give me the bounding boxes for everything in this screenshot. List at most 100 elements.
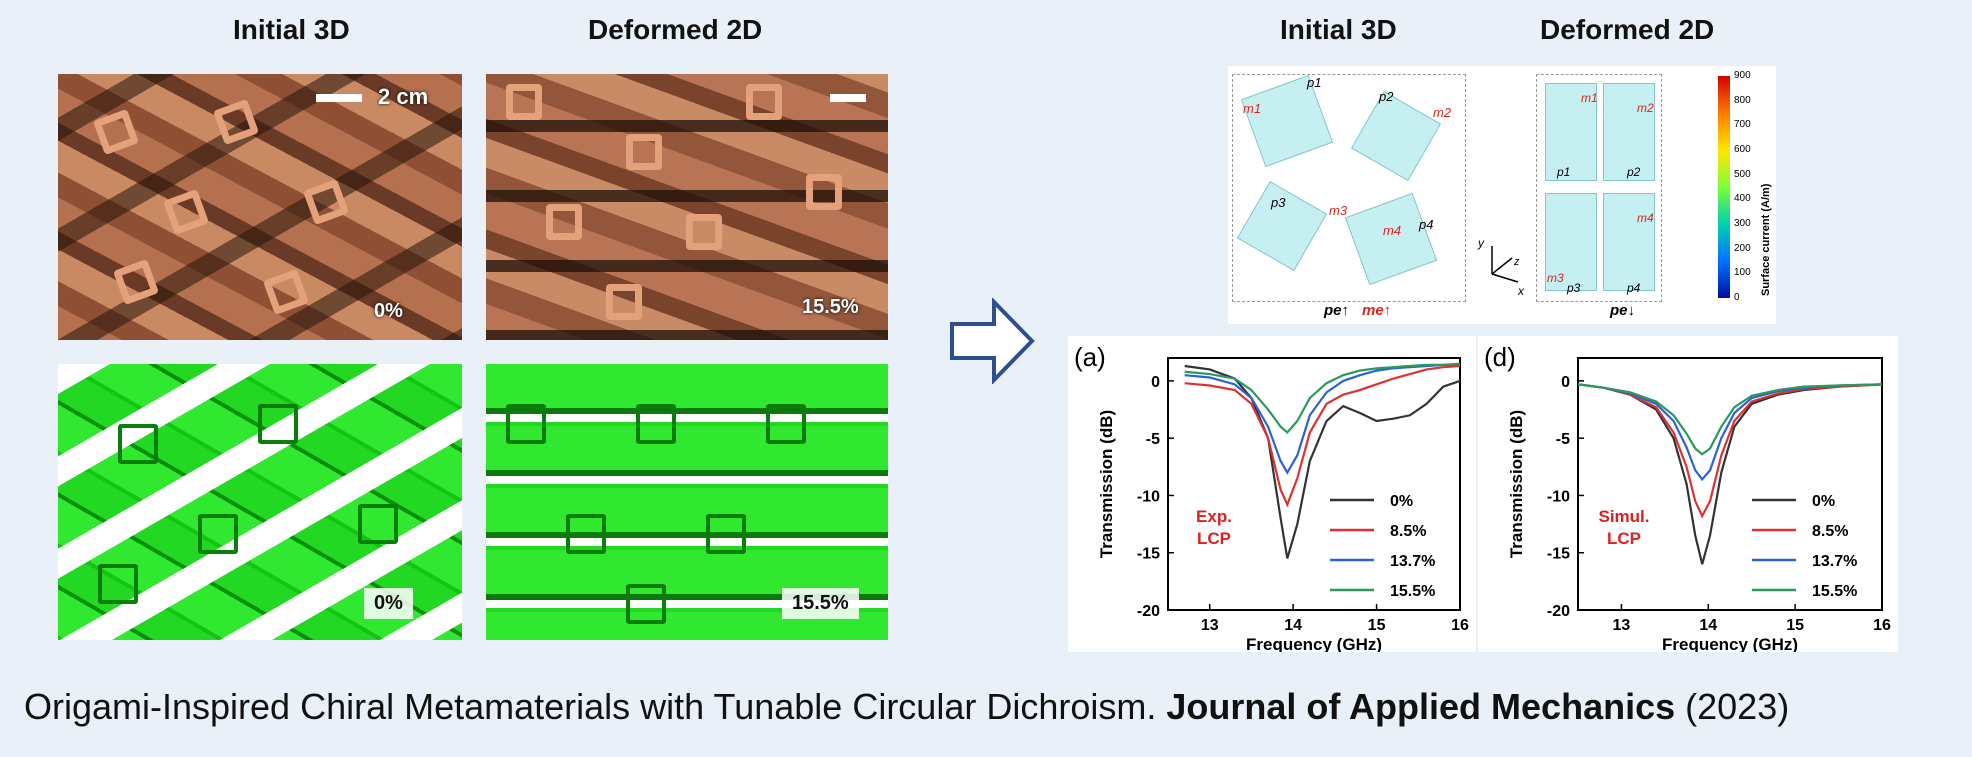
y-tick-label: 0 (1151, 374, 1160, 391)
label-p1: p1 (1307, 75, 1322, 90)
colorbar-tick-label: 500 (1734, 168, 1751, 180)
model-deformed-percent: 15.5% (782, 588, 859, 619)
label-p2-deformed: p2 (1627, 165, 1641, 179)
simulation-initial-3d: p1 m1 p2 m2 p3 m3 p4 m4 (1232, 74, 1466, 302)
left-heading-deformed-2d: Deformed 2D (588, 14, 763, 45)
caption-journal: Journal of Applied Mechanics (1166, 686, 1676, 727)
axis-label-z: z (1514, 256, 1520, 268)
legend-label: 13.7% (1390, 553, 1435, 570)
right-heading-initial-3d: Initial 3D (1280, 14, 1397, 45)
x-axis-label: Frequency (GHz) (1662, 635, 1798, 652)
model-deformed-2d: 15.5% (486, 364, 888, 640)
y-tick-label: -5 (1146, 431, 1160, 448)
figure-caption: Origami-Inspired Chiral Metamaterials wi… (24, 686, 1789, 728)
y-tick-label: -10 (1137, 488, 1160, 505)
panel-label: (a) (1074, 342, 1106, 372)
photo-initial-percent: 0% (374, 300, 403, 322)
split-ring-pattern (566, 514, 606, 554)
y-tick-label: 0 (1561, 374, 1570, 391)
colorbar-tick-label: 200 (1734, 242, 1751, 254)
photo-deformed-2d: 15.5% (486, 74, 888, 340)
label-m2-deformed: m2 (1637, 101, 1654, 115)
legend-label: 15.5% (1390, 583, 1435, 600)
photo-deformed-percent: 15.5% (802, 296, 859, 318)
unit-cell (1603, 193, 1655, 291)
series-line-8-5pct (1184, 364, 1461, 508)
caption-title: Origami-Inspired Chiral Metamaterials wi… (24, 686, 1157, 727)
x-tick-label: 16 (1451, 617, 1469, 634)
plot-frame (1577, 357, 1883, 611)
right-arrow-icon (950, 298, 1035, 384)
y-tick-label: -5 (1556, 431, 1570, 448)
split-ring-pattern (118, 424, 158, 464)
caption-year: (2023) (1685, 686, 1790, 727)
scale-bar (316, 94, 362, 102)
deformed-electric-dipole-label: pe↓ (1610, 302, 1636, 319)
unit-cell (1545, 83, 1597, 181)
split-ring-pattern (98, 564, 138, 604)
annotation-label: Exp. (1196, 507, 1232, 526)
split-ring-resonator (606, 284, 642, 320)
chart-experimental-lcp: (a) 13 14 15 16 0 -5 -10 -15 -20 Frequency (GHz) Tr… (1068, 336, 1476, 654)
split-ring-pattern (706, 514, 746, 554)
x-axis-label: Frequency (GHz) (1246, 635, 1382, 652)
scale-label: 2 cm (378, 84, 429, 109)
unit-cell (1344, 192, 1438, 286)
colorbar-ticks: 900 800 700 600 500 400 300 200 100 0 (1734, 70, 1762, 304)
unit-cell (1350, 90, 1442, 182)
split-ring-pattern (626, 584, 666, 624)
model-initial-3d: 0% (58, 364, 462, 640)
label-p1-deformed: p1 (1557, 165, 1571, 179)
label-m3: m3 (1329, 203, 1348, 218)
split-ring-resonator (262, 268, 310, 316)
unit-cell (1603, 83, 1655, 181)
legend-label: 8.5% (1390, 523, 1426, 540)
label-m4-deformed: m4 (1637, 211, 1654, 225)
y-tick-label: -15 (1137, 546, 1160, 563)
colorbar-tick-label: 300 (1734, 218, 1751, 229)
y-tick-label: -10 (1547, 488, 1570, 505)
photo-initial-3d: 2 cm 0% (58, 74, 462, 340)
x-tick-label: 16 (1873, 617, 1891, 634)
split-ring-resonator (112, 258, 160, 306)
split-ring-resonator (546, 204, 582, 240)
axis-label-y: y (1478, 236, 1484, 250)
split-ring-resonator (212, 98, 260, 146)
series-line-8-5pct (1577, 383, 1883, 519)
colorbar-title: Surface current (A/m) (1760, 183, 1772, 296)
chart-d-svg: (d) 13 14 15 16 0 -5 -10 -15 -20 Frequency (GHz) Tr… (1484, 342, 1891, 654)
annotation-label: Simul. (1598, 507, 1649, 526)
y-axis-label: Transmission (dB) (1507, 410, 1526, 558)
colorbar-tick-label: 600 (1734, 144, 1751, 155)
colorbar-tick-label: 100 (1734, 267, 1751, 279)
x-tick-label: 15 (1368, 617, 1386, 634)
surface-current-simulation: p1 m1 p2 m2 p3 m3 p4 m4 pe↑ me↑ y z x m1… (1228, 66, 1776, 324)
y-tick-label: -20 (1547, 603, 1570, 620)
x-tick-label: 13 (1201, 617, 1219, 634)
colorbar-tick-label: 0 (1734, 292, 1740, 303)
simulation-deformed-2d: m1 p1 m2 p2 m3 p3 m4 p4 (1536, 74, 1662, 302)
colorbar-tick-label: 900 (1734, 70, 1751, 81)
split-ring-pattern (636, 404, 676, 444)
split-ring-pattern (766, 404, 806, 444)
unit-cell (1545, 193, 1597, 291)
legend-label: 13.7% (1812, 553, 1857, 570)
plot-frame (1167, 357, 1461, 611)
label-m3-deformed: m3 (1547, 271, 1564, 285)
split-ring-pattern (358, 504, 398, 544)
axis-label-x: x (1518, 284, 1524, 298)
annotation-label: LCP (1607, 529, 1641, 548)
label-p3-deformed: p3 (1567, 281, 1581, 295)
label-p2: p2 (1379, 89, 1394, 104)
initial-electric-dipole-label: pe↑ (1324, 302, 1350, 319)
label-p3: p3 (1271, 195, 1286, 210)
x-tick-label: 14 (1699, 617, 1717, 634)
axis-triad-icon (1491, 246, 1519, 283)
scale-bar (830, 94, 866, 102)
legend-label: 0% (1812, 493, 1835, 510)
series-line-15-5pct (1184, 362, 1461, 434)
series-line-13-7pct (1577, 383, 1883, 482)
legend-label: 15.5% (1812, 583, 1857, 600)
panel-label: (d) (1484, 342, 1516, 372)
split-ring-pattern (506, 404, 546, 444)
